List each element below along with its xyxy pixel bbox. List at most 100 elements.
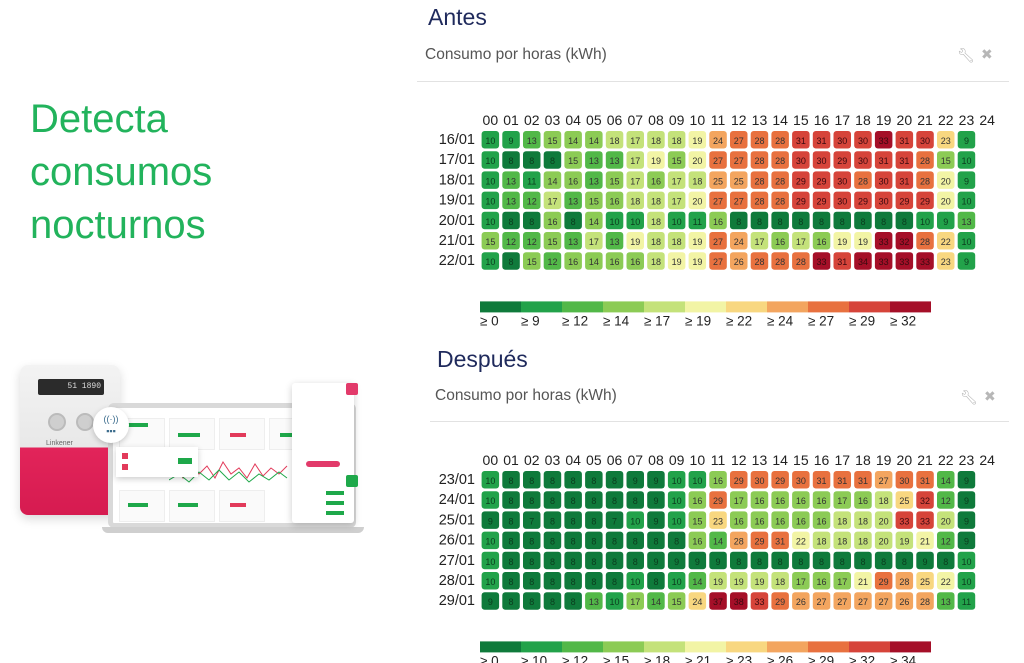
heatmap-value-label: 9 — [653, 496, 658, 506]
heatmap-cell — [812, 471, 831, 489]
close-icon[interactable]: ✖ — [981, 46, 993, 62]
heatmap-value-label: 8 — [674, 537, 679, 547]
heatmap-value-label: 10 — [961, 577, 971, 587]
heatmap-value-label: 28 — [796, 257, 806, 267]
heatmap-value-label: 13 — [589, 597, 599, 607]
heatmap-value-label: 34 — [858, 257, 868, 267]
heatmap-cell — [792, 131, 810, 149]
pink-button — [306, 461, 340, 467]
heatmap-value-label: 8 — [798, 557, 803, 567]
heatmap-value-label: 30 — [817, 156, 827, 166]
heatmap-cell — [833, 592, 851, 610]
heatmap-value-label: 19 — [672, 257, 682, 267]
heatmap-value-label: 28 — [920, 176, 930, 186]
heatmap-value-label: 10 — [485, 136, 495, 146]
heatmap-value-label: 10 — [485, 496, 495, 506]
heatmap-cell — [605, 211, 624, 230]
legend-label: ≥ 22 — [726, 313, 752, 326]
heatmap-value-label: 8 — [571, 496, 576, 506]
wrench-icon[interactable]: 🔧︎ — [957, 47, 975, 63]
heatmap-cell — [564, 491, 582, 509]
heatmap-value-label: 13 — [527, 136, 537, 146]
heatmap-cell — [957, 191, 976, 210]
heatmap-value-label: 20 — [692, 197, 702, 207]
legend-swatch — [890, 641, 931, 653]
headline-line: consumos — [30, 150, 213, 194]
heatmap-cell — [792, 211, 810, 230]
heatmap-value-label: 9 — [964, 476, 969, 486]
heatmap-cell — [585, 491, 603, 509]
heatmap-cell — [771, 471, 789, 489]
heatmap-value-label: 22 — [796, 537, 806, 547]
hour-tick-label: 14 — [772, 112, 788, 128]
heatmap-value-label: 8 — [509, 557, 514, 567]
heatmap-value-label: 16 — [775, 237, 785, 247]
heatmap-value-label: 8 — [653, 537, 658, 547]
heatmap-value-label: 18 — [672, 136, 682, 146]
heatmap-value-label: 15 — [672, 597, 682, 607]
heatmap-value-label: 28 — [754, 136, 764, 146]
heatmap-cell — [895, 551, 914, 570]
heatmap-cell — [647, 191, 665, 210]
legend-swatch — [521, 301, 562, 313]
heatmap-value-label: 17 — [589, 237, 599, 247]
heatmap-value-label: 8 — [529, 217, 534, 227]
heatmap-value-label: 29 — [775, 597, 785, 607]
heatmap-cell — [564, 531, 582, 550]
hour-tick-label: 00 — [483, 452, 499, 468]
heatmap-value-label: 28 — [754, 156, 764, 166]
heatmap-value-label: 20 — [692, 156, 702, 166]
heatmap-value-label: 9 — [695, 557, 700, 567]
heatmap-value-label: 22 — [941, 577, 951, 587]
heatmap-value-label: 17 — [630, 136, 640, 146]
heatmap-value-label: 19 — [692, 257, 702, 267]
legend-swatch — [890, 301, 931, 313]
close-icon[interactable]: ✖ — [984, 388, 996, 404]
heatmap-value-label: 26 — [734, 257, 744, 267]
heatmap-value-label: 33 — [879, 237, 889, 247]
legend-swatch — [685, 641, 726, 653]
heatmap-value-label: 14 — [941, 476, 951, 486]
heatmap-value-label: 18 — [610, 136, 620, 146]
heatmap-value-label: 37 — [713, 597, 723, 607]
legend-label: ≥ 19 — [685, 313, 711, 326]
heatmap-value-label: 15 — [485, 237, 495, 247]
heatmap-value-label: 16 — [547, 217, 557, 227]
heatmap-value-label: 18 — [837, 516, 847, 526]
heatmap-value-label: 9 — [923, 557, 928, 567]
heatmap-value-label: 31 — [858, 476, 868, 486]
heatmap-cell — [895, 131, 914, 149]
heatmap-value-label: 8 — [881, 217, 886, 227]
heatmap-cell — [895, 592, 914, 610]
heatmap-cell — [647, 592, 665, 610]
heatmap-value-label: 33 — [817, 257, 827, 267]
heatmap-value-label: 28 — [899, 577, 909, 587]
heatmap-cell — [523, 232, 541, 250]
heatmap-cell — [895, 491, 914, 509]
heatmap-cell — [854, 191, 872, 210]
heatmap-cell — [667, 551, 686, 570]
section-title-despues: Después — [437, 346, 528, 372]
dashboard-card — [119, 490, 165, 522]
date-tick-label: 16/01 — [439, 132, 475, 148]
heatmap-cell — [481, 252, 500, 270]
heatmap-value-label: 33 — [754, 597, 764, 607]
wrench-icon[interactable]: 🔧︎ — [960, 389, 978, 405]
heatmap-value-label: 16 — [610, 257, 620, 267]
heatmap-cell — [626, 511, 644, 529]
heatmap-value-label: 31 — [775, 537, 785, 547]
heatmap-cell — [667, 592, 686, 610]
heatmap-cell — [585, 131, 603, 149]
heatmap-cell — [585, 511, 603, 529]
legend-swatch — [480, 301, 521, 313]
heatmap-value-label: 19 — [754, 577, 764, 587]
heatmap-value-label: 11 — [527, 176, 536, 186]
heatmap-value-label: 7 — [529, 516, 534, 526]
heatmap-cell — [688, 471, 707, 489]
heatmap-cell — [771, 191, 789, 210]
heatmap-cell — [667, 491, 686, 509]
heatmap-cell — [647, 471, 665, 489]
heatmap-cell — [854, 531, 872, 550]
heatmap-value-label: 8 — [550, 476, 555, 486]
legend-swatch — [808, 301, 849, 313]
